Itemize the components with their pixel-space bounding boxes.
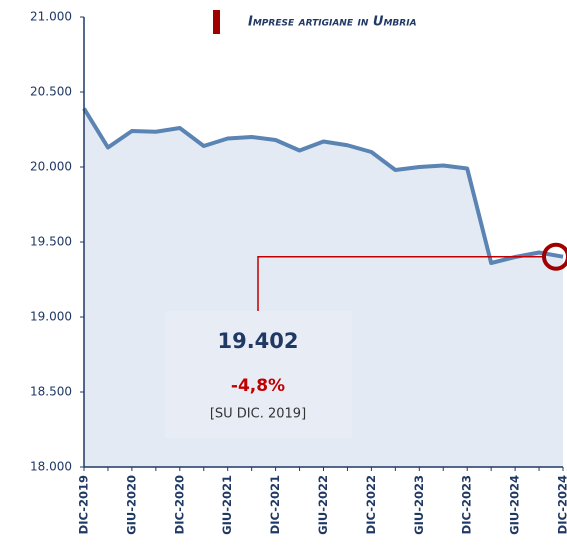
legend-marker (213, 10, 220, 34)
x-tick-label: DIC-2022 (364, 475, 378, 534)
x-tick-label: GIU-2022 (316, 475, 330, 535)
y-tick-label: 18.000 (30, 460, 72, 474)
x-tick-label: DIC-2024 (556, 475, 567, 534)
y-tick-label: 20.500 (30, 85, 72, 99)
x-tick-label: DIC-2020 (172, 475, 186, 534)
y-tick-label: 19.000 (30, 310, 72, 324)
x-tick-label: DIC-2023 (460, 475, 474, 534)
x-tick-label: GIU-2020 (124, 475, 138, 535)
x-tick-label: GIU-2024 (508, 475, 522, 535)
y-tick-label: 21.000 (30, 10, 72, 24)
x-tick-label: GIU-2021 (220, 475, 234, 535)
line (82, 107, 564, 265)
x-tick-label: GIU-2023 (412, 475, 426, 535)
x-tick-label: DIC-2021 (268, 475, 282, 534)
chart-title: Imprese artigiane in Umbria (248, 15, 417, 30)
y-tick-label: 20.000 (30, 160, 72, 174)
x-tick-label: DIC-2019 (77, 475, 91, 534)
annotation: [SU DIC. 2019] (210, 407, 306, 422)
highlight-circle (542, 242, 567, 271)
callout-line (257, 255, 543, 311)
data-label: 19.402 (217, 329, 298, 353)
annotation: -4,8% (231, 376, 285, 396)
y-tick-label: 19.500 (30, 235, 72, 249)
annotation-box (165, 311, 352, 438)
y-tick-label: 18.500 (30, 385, 72, 399)
